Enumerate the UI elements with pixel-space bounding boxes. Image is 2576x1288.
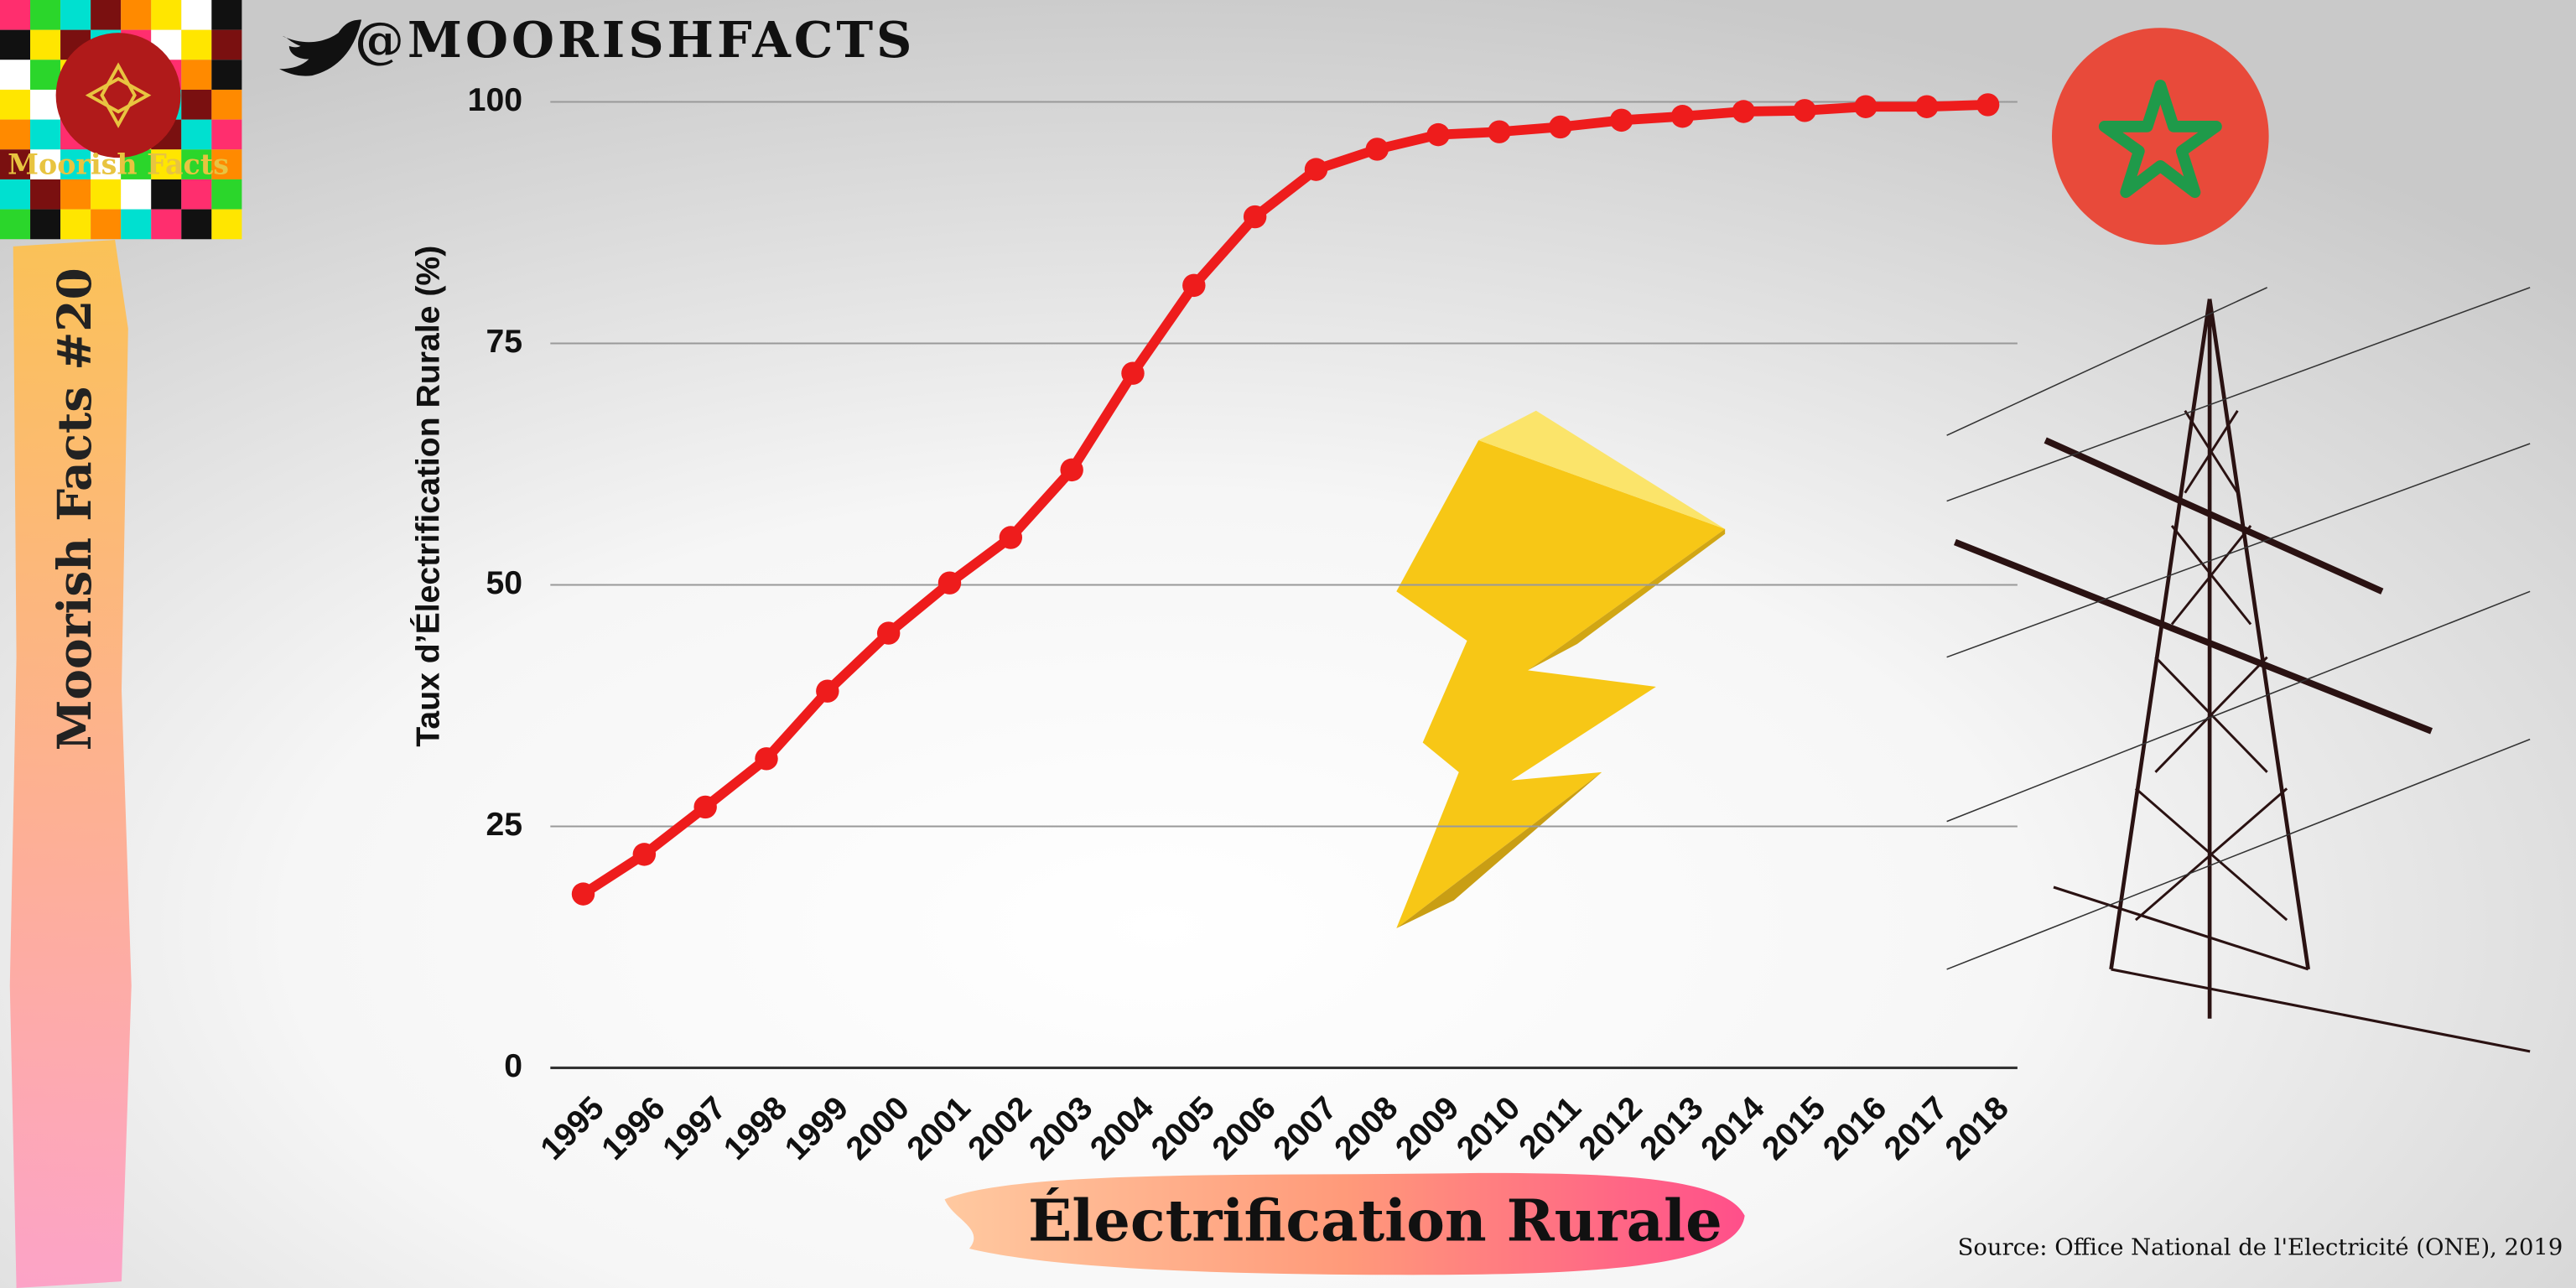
badge-strip bbox=[9, 240, 132, 1288]
logo-cell bbox=[121, 209, 152, 240]
logo-cell bbox=[0, 119, 31, 150]
logo-cell bbox=[211, 119, 242, 150]
y-tick-label: 50 bbox=[486, 565, 522, 601]
logo-cell bbox=[30, 209, 61, 240]
point bbox=[1793, 99, 1816, 122]
logo-cell bbox=[211, 149, 242, 179]
point bbox=[571, 882, 595, 906]
logo-cell bbox=[60, 149, 91, 179]
logo-star bbox=[85, 76, 152, 114]
flag bbox=[2052, 28, 2269, 245]
logo-cell bbox=[211, 89, 242, 120]
logo-cell bbox=[151, 0, 182, 30]
point bbox=[999, 526, 1023, 549]
point bbox=[1182, 273, 1206, 298]
logo-cell bbox=[211, 29, 242, 60]
logo-cell bbox=[181, 149, 212, 179]
badge: Moorish Facts #20 bbox=[47, 267, 101, 750]
logo-cell bbox=[151, 179, 182, 210]
logo-cell bbox=[0, 60, 31, 90]
point bbox=[1549, 115, 1572, 139]
twitter-bird bbox=[279, 19, 362, 76]
source: Source: Office National de l'Electricité… bbox=[1958, 1234, 2563, 1260]
point bbox=[1365, 138, 1389, 161]
logo-cell bbox=[121, 0, 152, 30]
logo-cell bbox=[211, 179, 242, 210]
pylon bbox=[1946, 287, 2531, 1053]
point bbox=[693, 795, 717, 819]
y-tick-label: 0 bbox=[504, 1048, 522, 1084]
logo-cell bbox=[30, 29, 61, 60]
logo-fez bbox=[55, 33, 181, 158]
logo-cell bbox=[91, 0, 122, 30]
y-tick-label: 100 bbox=[468, 82, 522, 118]
logo-cell bbox=[211, 209, 242, 240]
point bbox=[876, 621, 901, 645]
bolt bbox=[1396, 440, 1726, 928]
logo-cell bbox=[60, 0, 91, 30]
logo-cell bbox=[0, 0, 31, 30]
logo-cell bbox=[60, 179, 91, 210]
logo-cell bbox=[181, 179, 212, 210]
point bbox=[1854, 95, 1877, 118]
point bbox=[1488, 120, 1511, 143]
point bbox=[1060, 458, 1083, 482]
logo-cell bbox=[0, 209, 31, 240]
y-tick-label: 75 bbox=[486, 324, 522, 360]
point bbox=[937, 571, 962, 595]
logo-text: Moorish Facts bbox=[8, 148, 229, 181]
logo-cell bbox=[181, 29, 212, 60]
point bbox=[1426, 122, 1450, 147]
logo-cell bbox=[60, 209, 91, 240]
point bbox=[1304, 158, 1328, 181]
logo-cell bbox=[151, 209, 182, 240]
logo-cell bbox=[30, 179, 61, 210]
logo-cell bbox=[0, 89, 31, 120]
logo-cell bbox=[181, 119, 212, 150]
flag-star bbox=[2098, 80, 2222, 199]
point bbox=[1915, 95, 1939, 118]
logo-cell bbox=[91, 209, 122, 240]
logo-cell bbox=[181, 89, 212, 120]
point bbox=[1121, 361, 1145, 385]
logo-cell bbox=[91, 179, 122, 210]
logo-cell bbox=[211, 0, 242, 30]
logo-cell bbox=[211, 60, 242, 90]
handle: @MOORISHFACTS bbox=[355, 11, 915, 69]
logo-cell bbox=[181, 0, 212, 30]
pylon-brace bbox=[2134, 410, 2288, 922]
logo-cell bbox=[151, 149, 182, 179]
point bbox=[1732, 100, 1756, 123]
point bbox=[1670, 105, 1695, 128]
point bbox=[1243, 205, 1267, 229]
bolt-face bbox=[1478, 410, 1726, 529]
logo-cell bbox=[30, 149, 61, 179]
logo-cell bbox=[0, 29, 31, 60]
logo-cell bbox=[30, 119, 61, 150]
logo-cell bbox=[181, 209, 212, 240]
y-axis-label: Taux d’Électrification Rurale (%) bbox=[410, 246, 447, 747]
point bbox=[1609, 108, 1633, 132]
wire bbox=[1946, 287, 2531, 970]
point bbox=[755, 747, 778, 771]
pylon-arm bbox=[1953, 437, 2433, 735]
logo-cell bbox=[0, 149, 31, 179]
title-brush bbox=[944, 1172, 1745, 1275]
point bbox=[1976, 93, 2000, 117]
logo-cell bbox=[30, 60, 61, 90]
pylon-base bbox=[2053, 886, 2531, 1053]
chart-title: Électrification Rurale bbox=[1028, 1187, 1722, 1255]
logo-cell bbox=[0, 179, 31, 210]
logo bbox=[0, 0, 242, 240]
logo-cell bbox=[121, 179, 152, 210]
point bbox=[632, 843, 657, 866]
logo-cell bbox=[30, 89, 61, 120]
lightning bbox=[1396, 410, 1726, 928]
logo-cell bbox=[30, 0, 61, 30]
logo-cell bbox=[181, 60, 212, 90]
point bbox=[816, 679, 839, 703]
y-tick-label: 25 bbox=[486, 807, 522, 843]
